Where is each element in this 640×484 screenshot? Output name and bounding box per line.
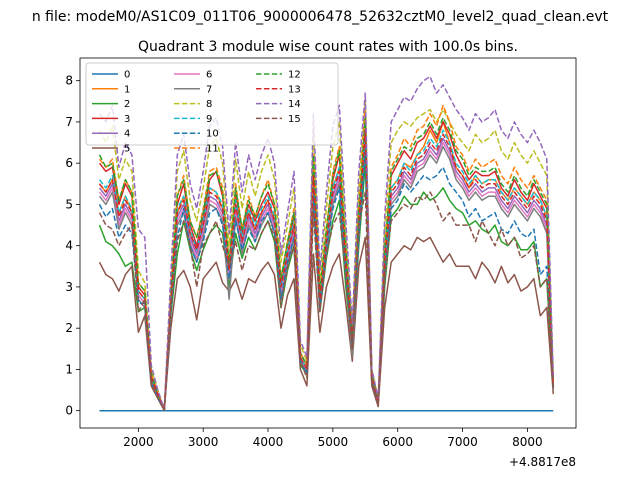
y-tick-label: 4 — [65, 239, 73, 253]
legend-label: 6 — [206, 70, 212, 81]
x-tick-label: 4000 — [253, 435, 284, 449]
y-tick-label: 1 — [65, 362, 73, 376]
legend-label: 0 — [124, 70, 130, 81]
x-tick-label: 6000 — [382, 435, 413, 449]
series-line-12 — [98, 117, 555, 411]
series-layer — [98, 75, 555, 412]
series-line-5 — [98, 236, 555, 412]
plot-frame — [79, 57, 577, 429]
legend-label: 14 — [288, 99, 301, 110]
x-tick-label: 5000 — [318, 435, 349, 449]
series-line-9 — [98, 125, 555, 411]
legend-label: 2 — [124, 99, 130, 110]
legend-label: 9 — [206, 114, 212, 125]
x-offset-label: +4.8817e8 — [509, 455, 576, 469]
x-tick-label: 8000 — [512, 435, 543, 449]
legend-label: 10 — [206, 129, 219, 140]
y-tick-label: 6 — [65, 156, 73, 170]
x-tick-label: 7000 — [447, 435, 478, 449]
y-tick-label: 7 — [65, 115, 73, 129]
legend-label: 12 — [288, 70, 301, 81]
legend-label: 7 — [206, 84, 212, 95]
y-tick-label: 3 — [65, 280, 73, 294]
legend-label: 4 — [124, 129, 130, 140]
legend-label: 13 — [288, 84, 301, 95]
legend-frame — [85, 62, 339, 146]
legend-label: 1 — [124, 84, 130, 95]
y-tick-label: 5 — [65, 197, 73, 211]
legend-label: 15 — [288, 114, 301, 125]
series-line-14 — [98, 75, 555, 411]
legend-label: 3 — [124, 114, 130, 125]
x-tick-label: 2000 — [123, 435, 154, 449]
y-tick-label: 2 — [65, 321, 73, 335]
y-tick-label: 8 — [65, 74, 73, 88]
legend-label: 5 — [124, 144, 130, 155]
chart-title: Quadrant 3 module wise count rates with … — [138, 39, 518, 55]
legend-label: 11 — [206, 144, 219, 155]
figure-suptitle: n file: modeM0/AS1C09_011T06_9000006478_… — [32, 9, 609, 25]
legend-label: 8 — [206, 99, 212, 110]
series-line-15 — [98, 191, 555, 412]
y-tick-label: 0 — [65, 404, 73, 418]
x-tick-label: 3000 — [188, 435, 219, 449]
tick-layer: 2000 3000 4000 5000 6000 7000 8000 0 1 2 3 4 5 6 7 8 — [65, 74, 542, 449]
series-line-13 — [98, 129, 555, 411]
